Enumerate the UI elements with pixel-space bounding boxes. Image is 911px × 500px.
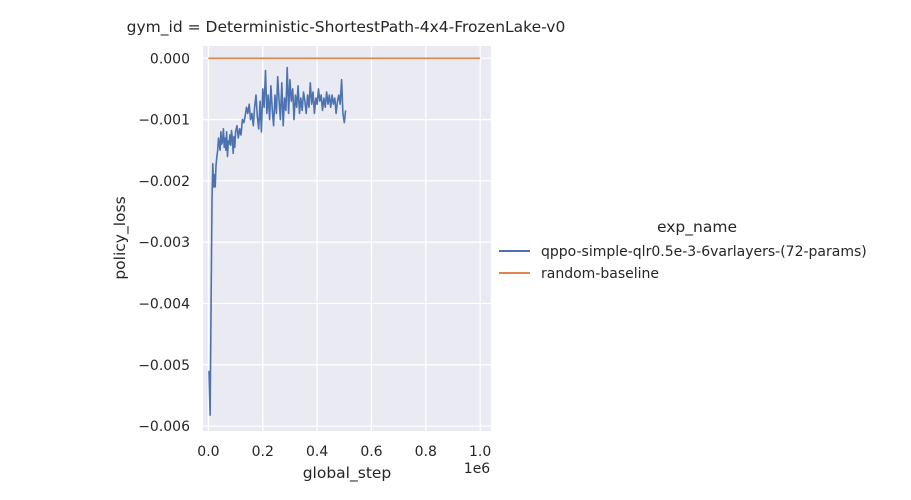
legend-title: exp_name [657,218,737,237]
x-axis-label: global_step [303,464,392,483]
y-tick-label: −0.002 [138,174,190,190]
y-tick-label: −0.003 [138,235,190,251]
plot-area [203,46,491,431]
y-axis-label: policy_loss [111,196,130,279]
x-tick-label: 0.2 [252,444,274,460]
series-lines [208,57,481,416]
y-tick-label: 0.000 [150,51,190,67]
series-line-0 [208,66,347,416]
x-tick-label: 0.0 [197,444,219,460]
x-tick-label: 0.4 [306,444,328,460]
x-offset-label: 1e6 [464,461,491,477]
y-tick-label: −0.001 [138,113,190,129]
y-tick-label: −0.004 [138,296,190,312]
legend: exp_name qppo-simple-qlr0.5e-3-6varlayer… [499,218,867,282]
legend-label-qppo: qppo-simple-qlr0.5e-3-6varlayers-(72-par… [541,244,867,260]
x-tick-labels: 0.0 0.2 0.4 0.6 0.8 1.0 [197,444,491,460]
x-tick-label: 0.6 [360,444,382,460]
chart-title: gym_id = Deterministic-ShortestPath-4x4-… [127,18,566,37]
y-tick-label: −0.006 [138,419,190,435]
x-tick-label: 1.0 [469,444,491,460]
y-tick-labels: 0.000 −0.001 −0.002 −0.003 −0.004 −0.005 −0.00… [138,51,190,435]
y-tick-label: −0.005 [138,358,190,374]
legend-label-random-baseline: random-baseline [541,266,659,282]
x-tick-label: 0.8 [415,444,437,460]
